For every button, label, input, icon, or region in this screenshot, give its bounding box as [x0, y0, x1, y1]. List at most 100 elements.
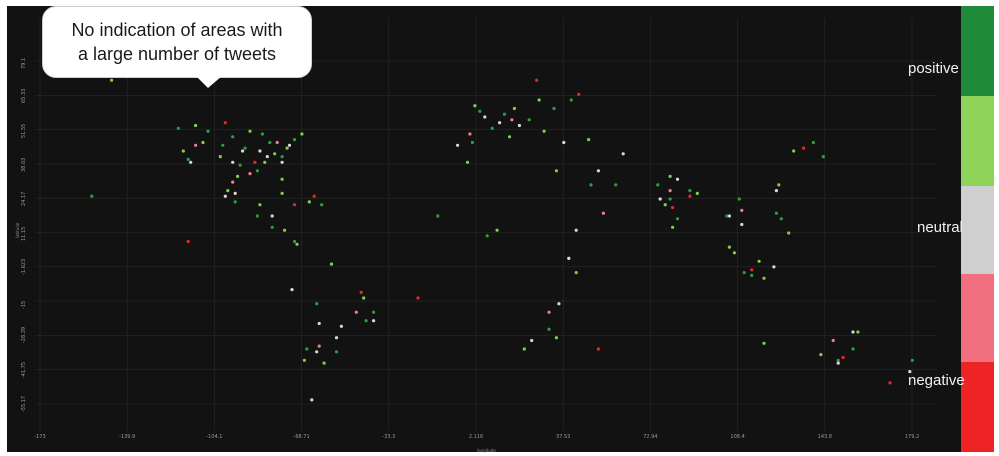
y-tick-label: 79.1 — [21, 57, 27, 69]
tweet-point-light-positive — [194, 123, 198, 128]
sentiment-legend — [961, 6, 994, 452]
tweet-point-light-positive — [757, 259, 761, 263]
tweet-point-positive — [821, 155, 825, 159]
tweet-point-neutral — [621, 152, 625, 156]
tweet-point-positive — [725, 214, 729, 218]
tweet-point-positive — [305, 347, 309, 351]
tweet-point-light-positive — [537, 98, 541, 102]
tweet-point-light-positive — [695, 191, 699, 195]
scatter-plot-panel: -173 -139.9 -104.1 -68.71 -33.3 2.116 37.53 72.… — [7, 6, 961, 453]
x-tick-label: -68.71 — [293, 434, 310, 440]
tweet-point-neutral — [317, 321, 321, 326]
tweet-point-negative — [535, 78, 539, 82]
legend-label-negative: negative — [908, 372, 965, 389]
tweet-point-light-negative — [354, 310, 358, 314]
tweet-point-positive — [779, 217, 783, 221]
annotation-callout: No indication of areas with a large numb… — [42, 6, 312, 78]
tweet-point-neutral — [334, 336, 339, 340]
tweet-point-negative — [802, 146, 806, 150]
tweet-point-negative — [577, 92, 581, 96]
tweet-point-positive — [589, 183, 593, 187]
tweet-point-positive — [243, 146, 247, 150]
tweet-point-light-positive — [762, 276, 766, 280]
x-tick-label: -173 — [34, 434, 46, 440]
tweet-point-light-positive — [473, 104, 477, 108]
tweet-point-light-positive — [248, 129, 252, 133]
callout-line-1: No indication of areas with — [71, 20, 283, 40]
tweet-point-neutral — [498, 121, 502, 125]
tweet-point-light-positive — [495, 228, 499, 232]
tweet-point-positive — [742, 271, 746, 275]
tweet-point-positive — [614, 183, 618, 187]
x-tick-label: 179.2 — [904, 434, 920, 440]
tweet-point-light-negative — [231, 180, 235, 184]
tweet-point-positive — [836, 358, 840, 362]
tweet-point-light-negative — [468, 132, 472, 136]
tweet-point-light-positive — [302, 358, 306, 362]
tweet-point-positive — [750, 273, 754, 277]
tweet-point-negative — [186, 239, 190, 244]
tweet-point-light-positive — [362, 296, 366, 300]
tweet-point-neutral — [372, 319, 376, 323]
x-tick-label: -104.1 — [206, 434, 223, 440]
tweet-point-light-negative — [740, 208, 744, 212]
callout-line-2: a large number of tweets — [77, 44, 277, 64]
y-tick-label: -15 — [21, 300, 27, 310]
tweet-point-light-positive — [307, 200, 311, 204]
tweet-point-positive — [260, 132, 264, 136]
tweet-point-light-positive — [671, 225, 675, 229]
tweet-point-light-positive — [792, 149, 796, 153]
y-axis-title: latitude — [15, 222, 20, 238]
tweet-point-light-positive — [322, 361, 326, 365]
tweet-point-negative — [416, 296, 420, 300]
tweet-point-neutral — [223, 194, 227, 198]
tweet-point-neutral — [287, 143, 292, 147]
tweet-point-positive — [231, 135, 235, 139]
tweet-point-neutral — [675, 177, 680, 181]
tweet-point-light-positive — [285, 146, 289, 150]
tweet-point-light-positive — [273, 152, 277, 156]
tweet-point-positive — [811, 140, 816, 145]
tweet-point-light-negative — [194, 143, 198, 147]
tweet-point-light-positive — [819, 353, 823, 357]
tweet-point-light-positive — [787, 231, 791, 235]
tweet-point-neutral — [280, 160, 284, 164]
tweet-point-neutral — [772, 265, 776, 269]
tweet-point-positive — [315, 302, 319, 306]
y-tick-label: -55.17 — [21, 395, 27, 412]
tweet-point-neutral — [517, 123, 521, 128]
tweet-point-positive — [186, 157, 190, 161]
tweet-point-light-positive — [732, 251, 737, 255]
tweet-point-neutral — [233, 191, 237, 195]
tweet-point-positive — [470, 140, 474, 145]
tweet-point-positive — [233, 200, 237, 204]
tweet-point-positive — [206, 129, 210, 133]
tweet-point-positive — [221, 143, 225, 147]
legend-label-positive: positive — [908, 60, 959, 77]
tweet-point-light-negative — [831, 338, 835, 343]
tweet-point-light-negative — [668, 189, 672, 193]
tweet-point-light-positive — [329, 262, 334, 266]
tweet-point-positive — [547, 327, 551, 331]
legend-swatch-light-negative — [961, 274, 994, 362]
y-tick-label: 24.17 — [21, 191, 27, 207]
tweet-point-light-negative — [275, 140, 279, 145]
callout-pointer — [196, 76, 222, 88]
tweet-point-negative — [671, 205, 675, 210]
tweet-point-neutral — [562, 140, 566, 145]
tweet-point-light-negative — [510, 118, 514, 122]
tweet-point-neutral — [456, 143, 460, 147]
tweet-point-positive — [364, 319, 368, 323]
tweet-point-positive — [485, 234, 489, 238]
y-tick-label: 38.03 — [21, 157, 27, 172]
tweet-point-light-positive — [668, 174, 672, 178]
tweet-point-light-negative — [248, 172, 252, 176]
tweet-point-positive — [372, 310, 376, 314]
tweet-point-neutral — [727, 214, 732, 218]
tweet-point-neutral — [231, 160, 235, 164]
x-tick-label: 2.116 — [468, 434, 484, 440]
tweet-point-light-positive — [280, 191, 284, 195]
tweet-point-light-positive — [295, 242, 299, 246]
tweet-point-light-positive — [280, 177, 284, 181]
